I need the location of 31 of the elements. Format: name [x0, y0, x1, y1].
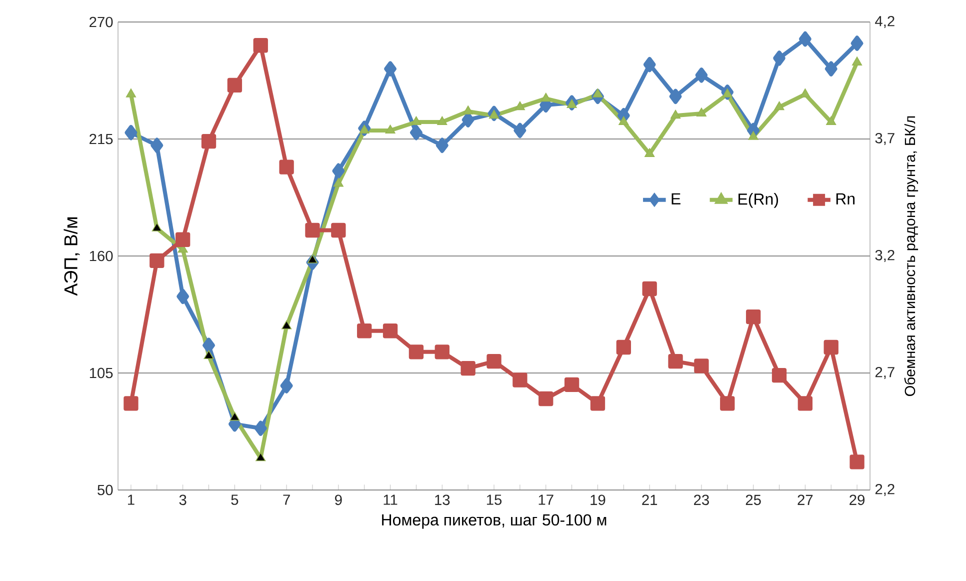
legend-label: E(Rn) — [738, 193, 778, 208]
y-tick-label: 160 — [90, 250, 113, 262]
x-tick-label: 17 — [538, 494, 554, 505]
x-tick-label: 1 — [128, 494, 134, 505]
y-axis-title: АЭП, В/м — [64, 217, 80, 296]
x-axis-title: Номера пикетов, шаг 50-100 м — [382, 514, 606, 529]
x-tick-label: 9 — [335, 494, 342, 506]
x-tick-label: 13 — [435, 494, 450, 506]
y2-tick-label: 3,7 — [875, 132, 894, 146]
x-tick-label: 7 — [283, 494, 290, 505]
x-tick-label: 21 — [642, 494, 658, 505]
legend-label: Rn — [836, 193, 855, 204]
x-tick-label: 15 — [486, 494, 502, 505]
x-tick-label: 11 — [384, 494, 398, 505]
y2-axis-title: Обемная активность радона грунта, БК/л — [904, 116, 918, 396]
y2-tick-label: 2,2 — [875, 484, 894, 496]
x-tick-label: 27 — [798, 494, 813, 505]
y-tick-label: 105 — [90, 368, 113, 378]
y-tick-label: 50 — [98, 484, 113, 496]
x-tick-label: 25 — [746, 494, 761, 506]
x-tick-label: 29 — [850, 494, 864, 506]
x-tick-label: 5 — [231, 494, 238, 505]
x-tick-label: 3 — [179, 494, 186, 506]
legend-label: E — [672, 193, 680, 204]
y2-tick-label: 3,2 — [875, 250, 894, 262]
y-tick-label: 270 — [90, 16, 113, 28]
x-tick-label: 23 — [694, 494, 709, 506]
x-tick-label: 19 — [590, 494, 606, 506]
y2-tick-label: 4,2 — [875, 16, 894, 28]
y-tick-label: 215 — [90, 134, 113, 144]
y2-tick-label: 2,7 — [875, 366, 894, 380]
